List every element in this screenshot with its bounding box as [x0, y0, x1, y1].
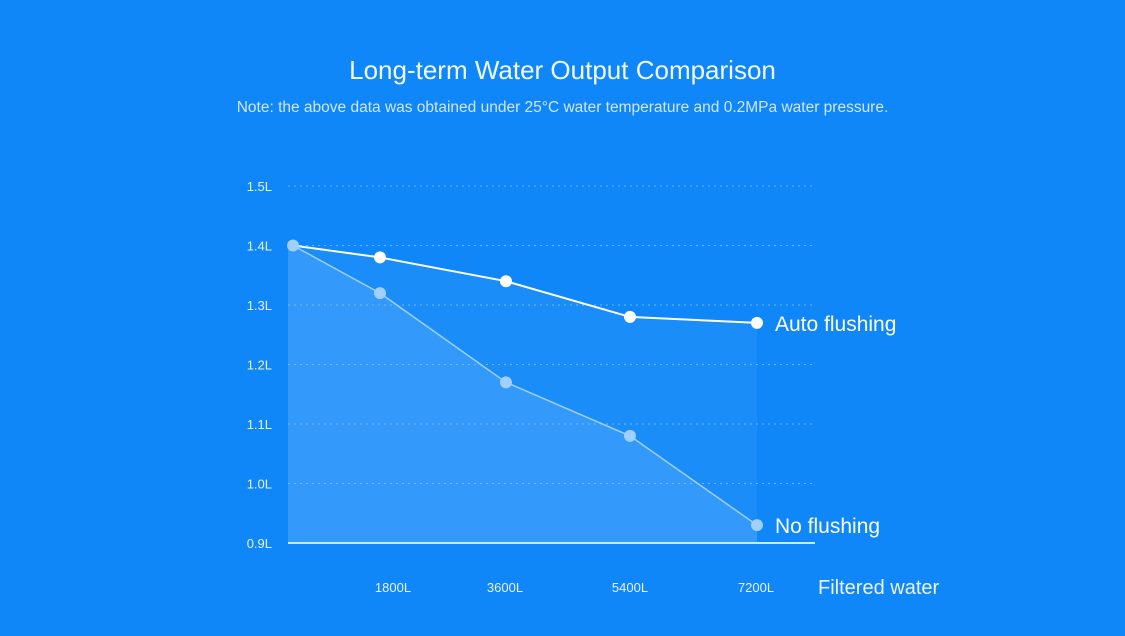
- y-tick-label: 1.0L: [247, 477, 272, 492]
- y-tick-label: 1.3L: [247, 298, 272, 313]
- y-tick-label: 1.4L: [247, 239, 272, 254]
- series-label: Auto flushing: [775, 313, 896, 336]
- y-tick-label: 0.9L: [247, 536, 272, 551]
- x-tick-label: 7200L: [738, 580, 774, 595]
- data-point: [624, 310, 636, 323]
- chart-title: Long-term Water Output Comparison: [349, 55, 776, 85]
- x-tick-label: 1800L: [375, 580, 411, 595]
- x-tick-label: 5400L: [612, 580, 648, 595]
- series-label: No flushing: [775, 515, 880, 538]
- data-point: [500, 376, 512, 389]
- data-point: [624, 429, 636, 442]
- y-tick-label: 1.5L: [247, 179, 272, 194]
- data-point: [374, 251, 386, 264]
- chart-subtitle: Note: the above data was obtained under …: [236, 99, 889, 116]
- x-tick-label: 3600L: [487, 580, 523, 595]
- y-tick-label: 1.1L: [247, 417, 272, 432]
- data-point: [751, 316, 763, 329]
- data-point: [500, 275, 512, 288]
- data-point: [374, 287, 386, 300]
- area-no-flushing: [288, 245, 757, 543]
- data-point: [751, 519, 763, 532]
- data-point: [287, 239, 299, 252]
- y-tick-label: 1.2L: [247, 358, 272, 373]
- x-axis-label: Filtered water: [818, 577, 939, 599]
